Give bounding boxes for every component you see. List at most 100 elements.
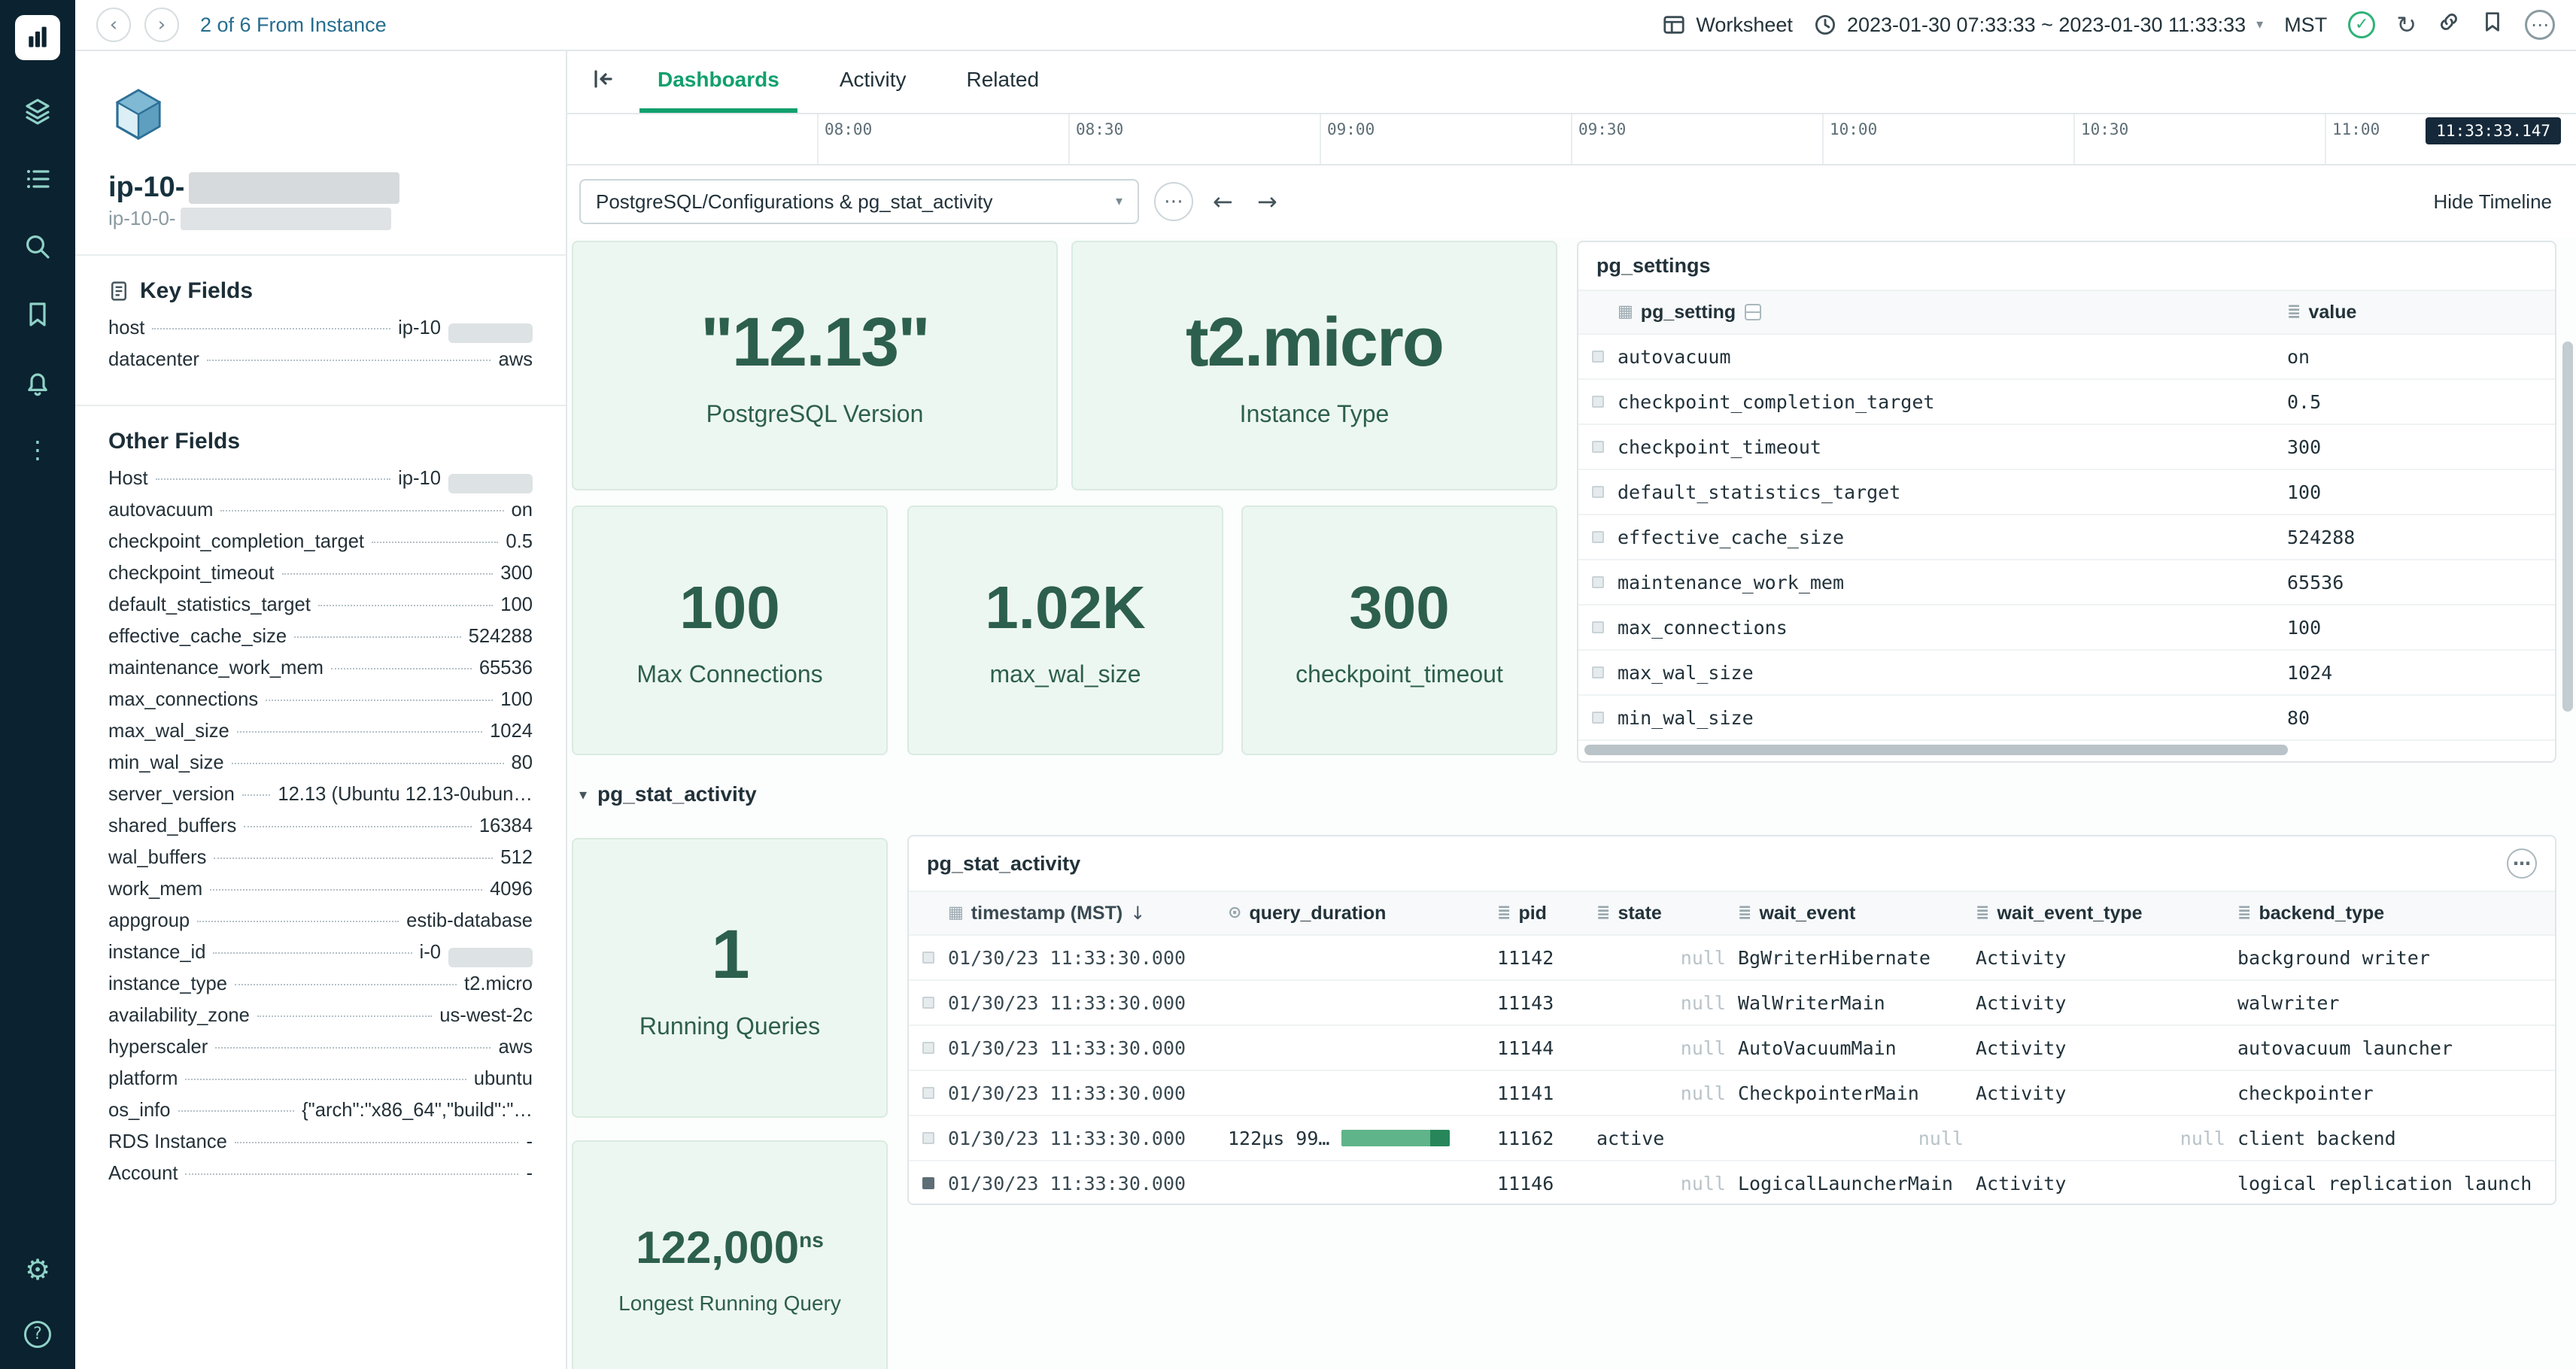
collapse-panel-icon[interactable] [591,67,615,97]
cell-value: 65536 [2287,572,2555,593]
field-value: i-0 [420,942,441,964]
row-checkbox[interactable] [1578,576,1618,588]
duration-bar [1341,1130,1450,1146]
row-checkbox[interactable] [1578,666,1618,678]
hide-timeline-link[interactable]: Hide Timeline [2433,190,2552,214]
field-type-icon [1745,304,1761,320]
horizontal-scrollbar[interactable] [1584,745,2288,755]
row-checkbox[interactable] [1578,712,1618,724]
field-row: default_statistics_target100 [108,594,533,626]
table-row[interactable]: min_wal_size80 [1578,696,2555,741]
column-header-wait-event[interactable]: ≣ wait_event [1738,903,1976,924]
bookmark-topbar-icon[interactable] [2481,11,2504,39]
row-checkbox[interactable] [1578,396,1618,408]
row-checkbox[interactable] [1578,441,1618,453]
table-row[interactable]: 01/30/23 11:33:30.000 11141 null Checkpo… [909,1071,2555,1116]
prev-dashboard-arrow[interactable]: ← [1208,190,1238,214]
row-checkbox[interactable] [909,1042,948,1054]
column-header-state[interactable]: ≣ state [1596,903,1738,924]
tab-dashboards[interactable]: Dashboards [639,51,797,113]
topbar-right: Worksheet 2023-01-30 07:33:33 ~ 2023-01-… [1663,10,2555,40]
pager-label[interactable]: 2 of 6 From Instance [200,14,387,37]
dotted-leader [220,510,503,511]
app-logo[interactable] [15,15,60,60]
column-header-pid[interactable]: ≣ pid [1497,903,1596,924]
column-header-query-duration[interactable]: ⊙ query_duration [1228,903,1497,924]
refresh-icon[interactable]: ↻ [2396,13,2417,37]
cell-pg-setting: checkpoint_timeout [1618,436,2287,458]
field-value: 100 [500,689,533,711]
panel-more-icon[interactable]: ⋯ [2507,848,2537,879]
stat-label: Instance Type [1240,400,1390,428]
dashboard-select[interactable]: PostgreSQL/Configurations & pg_stat_acti… [579,179,1139,224]
row-checkbox[interactable] [909,1132,948,1144]
field-value: 4096 [490,879,533,900]
row-checkbox[interactable] [1578,486,1618,498]
status-check-icon[interactable]: ✓ [2348,11,2375,38]
row-checkbox[interactable] [909,1177,948,1189]
row-checkbox[interactable] [909,997,948,1009]
tab-related[interactable]: Related [949,51,1058,113]
next-dashboard-arrow[interactable]: → [1253,190,1282,214]
timeline[interactable]: 08:00 08:30 09:00 09:30 10:00 10:30 11:0… [567,114,2576,165]
dashboard-content: "12.13" PostgreSQL Version t2.micro Inst… [567,238,2576,1369]
help-icon[interactable]: ? [24,1321,51,1348]
bookmark-icon[interactable] [21,298,54,331]
table-row[interactable]: effective_cache_size524288 [1578,515,2555,560]
bell-icon[interactable] [21,366,54,399]
field-row: hyperscaleraws [108,1037,533,1068]
table-row[interactable]: max_connections100 [1578,606,2555,651]
prev-instance-button[interactable]: ‹ [96,8,131,42]
dashboard-more-button[interactable]: ⋯ [1154,182,1193,221]
row-checkbox[interactable] [909,1087,948,1099]
more-vertical-icon[interactable]: ⋮ [21,433,54,466]
column-header-backend-type[interactable]: ≣ backend_type [2237,903,2555,924]
table-row[interactable]: 01/30/23 11:33:30.000 122µs 99… 11162 ac… [909,1116,2555,1161]
table-row[interactable]: max_wal_size1024 [1578,651,2555,696]
next-instance-button[interactable]: › [144,8,179,42]
column-header-wait-event-type[interactable]: ≣ wait_event_type [1976,903,2237,924]
section-pg-stat-activity[interactable]: ▾ pg_stat_activity [579,782,757,806]
cell-value: 300 [2287,436,2555,458]
worksheet-button[interactable]: Worksheet [1663,14,1793,37]
row-checkbox[interactable] [909,952,948,964]
table-row[interactable]: maintenance_work_mem65536 [1578,560,2555,606]
tab-activity[interactable]: Activity [822,51,925,113]
rows-icon: ≣ [1596,905,1610,921]
timeline-gridline [2325,114,2326,164]
row-checkbox[interactable] [1578,531,1618,543]
dashboard-select-value: PostgreSQL/Configurations & pg_stat_acti… [596,190,1104,214]
field-label: instance_id [108,942,205,964]
sort-desc-icon[interactable]: ↓ [1130,904,1145,922]
dotted-leader [294,636,460,638]
field-label: platform [108,1068,178,1090]
table-row[interactable]: 01/30/23 11:33:30.000 11146 null Logical… [909,1161,2555,1205]
column-header-value[interactable]: ≣ value [2287,302,2555,323]
table-row[interactable]: checkpoint_completion_target0.5 [1578,380,2555,425]
vertical-scrollbar[interactable] [2562,341,2573,712]
field-value: on [512,499,533,521]
more-options-icon[interactable]: ⋯ [2525,10,2555,40]
timezone-label[interactable]: MST [2284,14,2327,37]
worksheet-icon [1663,14,1685,36]
table-row[interactable]: checkpoint_timeout300 [1578,425,2555,470]
table-row[interactable]: 01/30/23 11:33:30.000 11142 null BgWrite… [909,936,2555,981]
time-range-picker[interactable]: 2023-01-30 07:33:33 ~ 2023-01-30 11:33:3… [1814,14,2263,37]
tab-bar: Dashboards Activity Related [567,51,2576,114]
column-header-timestamp[interactable]: ▦ timestamp (MST) ↓ [948,903,1228,924]
search-icon[interactable] [21,230,54,263]
table-row[interactable]: 01/30/23 11:33:30.000 11143 null WalWrit… [909,981,2555,1026]
row-checkbox[interactable] [1578,621,1618,633]
instance-panel: ip-10- ip-10-0- Key Fields host ip-10 da… [75,51,567,1369]
field-row: autovacuumon [108,499,533,531]
table-row[interactable]: default_statistics_target100 [1578,470,2555,515]
settings-gear-icon[interactable]: ⚙ [21,1253,54,1286]
table-row[interactable]: autovacuumon [1578,335,2555,380]
column-header-pg-setting[interactable]: ▦ pg_setting [1618,302,2287,323]
share-link-icon[interactable] [2438,11,2460,39]
dataset-list-icon[interactable] [21,162,54,196]
table-row[interactable]: 01/30/23 11:33:30.000 11144 null AutoVac… [909,1026,2555,1071]
cell-timestamp: 01/30/23 11:33:30.000 [948,1082,1228,1104]
row-checkbox[interactable] [1578,351,1618,363]
layers-icon[interactable] [21,95,54,128]
